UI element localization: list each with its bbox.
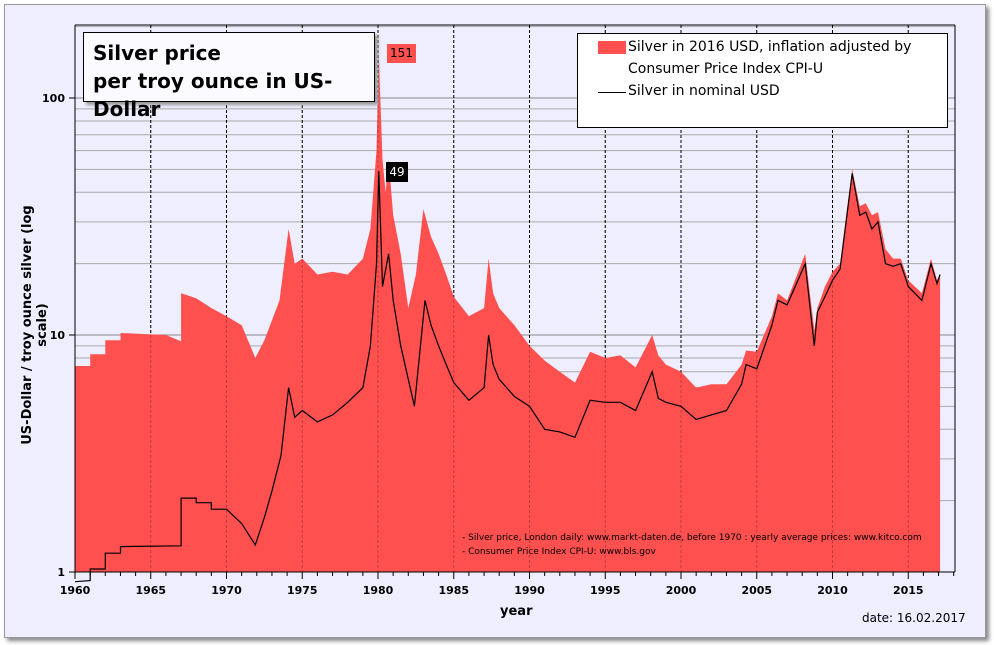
x-tick-label: 1985 [438,584,469,597]
x-tick-label: 1975 [287,584,318,597]
x-tick-label: 1995 [590,584,621,597]
series-area-inflation-adjusted [75,55,941,573]
x-tick-label: 2015 [893,584,924,597]
x-tick-label: 1965 [135,584,166,597]
legend-entry-nominal: Silver in nominal USD [628,83,780,99]
legend-entry-inflation-line2: Consumer Price Index CPI-U [628,61,824,77]
x-tick-label: 2005 [741,584,772,597]
annotation-peak-nominal: 49 [386,162,408,182]
chart-title: Silver price per troy ounce in US-Dollar [83,32,375,121]
x-tick-label: 2010 [817,584,848,597]
x-tick-label: 1970 [211,584,242,597]
legend: Silver in 2016 USD, inflation adjusted b… [577,33,948,128]
annotation-peak-inflation-adjusted: 151 [387,44,416,63]
date-label: date: 16.02.2017 [862,611,966,625]
y-tick-label: 100 [42,92,65,105]
sources-note: - Silver price, London daily: www.markt-… [462,531,922,559]
legend-entry-inflation-line1: Silver in 2016 USD, inflation adjusted b… [628,39,912,55]
x-axis-label: year [500,604,533,619]
x-tick-label: 1990 [514,584,545,597]
legend-swatch-nominal [598,92,626,93]
x-tick-label: 2000 [666,584,697,597]
x-tick-label: 1980 [363,584,394,597]
title-line-1: Silver price [93,41,221,65]
series-line-nominal [74,171,941,583]
y-tick-label: 10 [50,329,66,342]
y-tick-label: 1 [57,566,65,579]
legend-swatch-inflation-adjusted [598,41,626,54]
source-cpi: - Consumer Price Index CPI-U: www.bls.go… [462,547,656,557]
y-axis-label: US-Dollar / troy ounce silver (log scale… [20,205,50,445]
x-tick-label: 1960 [60,584,91,597]
title-line-2: per troy ounce in US-Dollar [93,69,333,121]
source-silver: - Silver price, London daily: www.markt-… [462,533,922,543]
